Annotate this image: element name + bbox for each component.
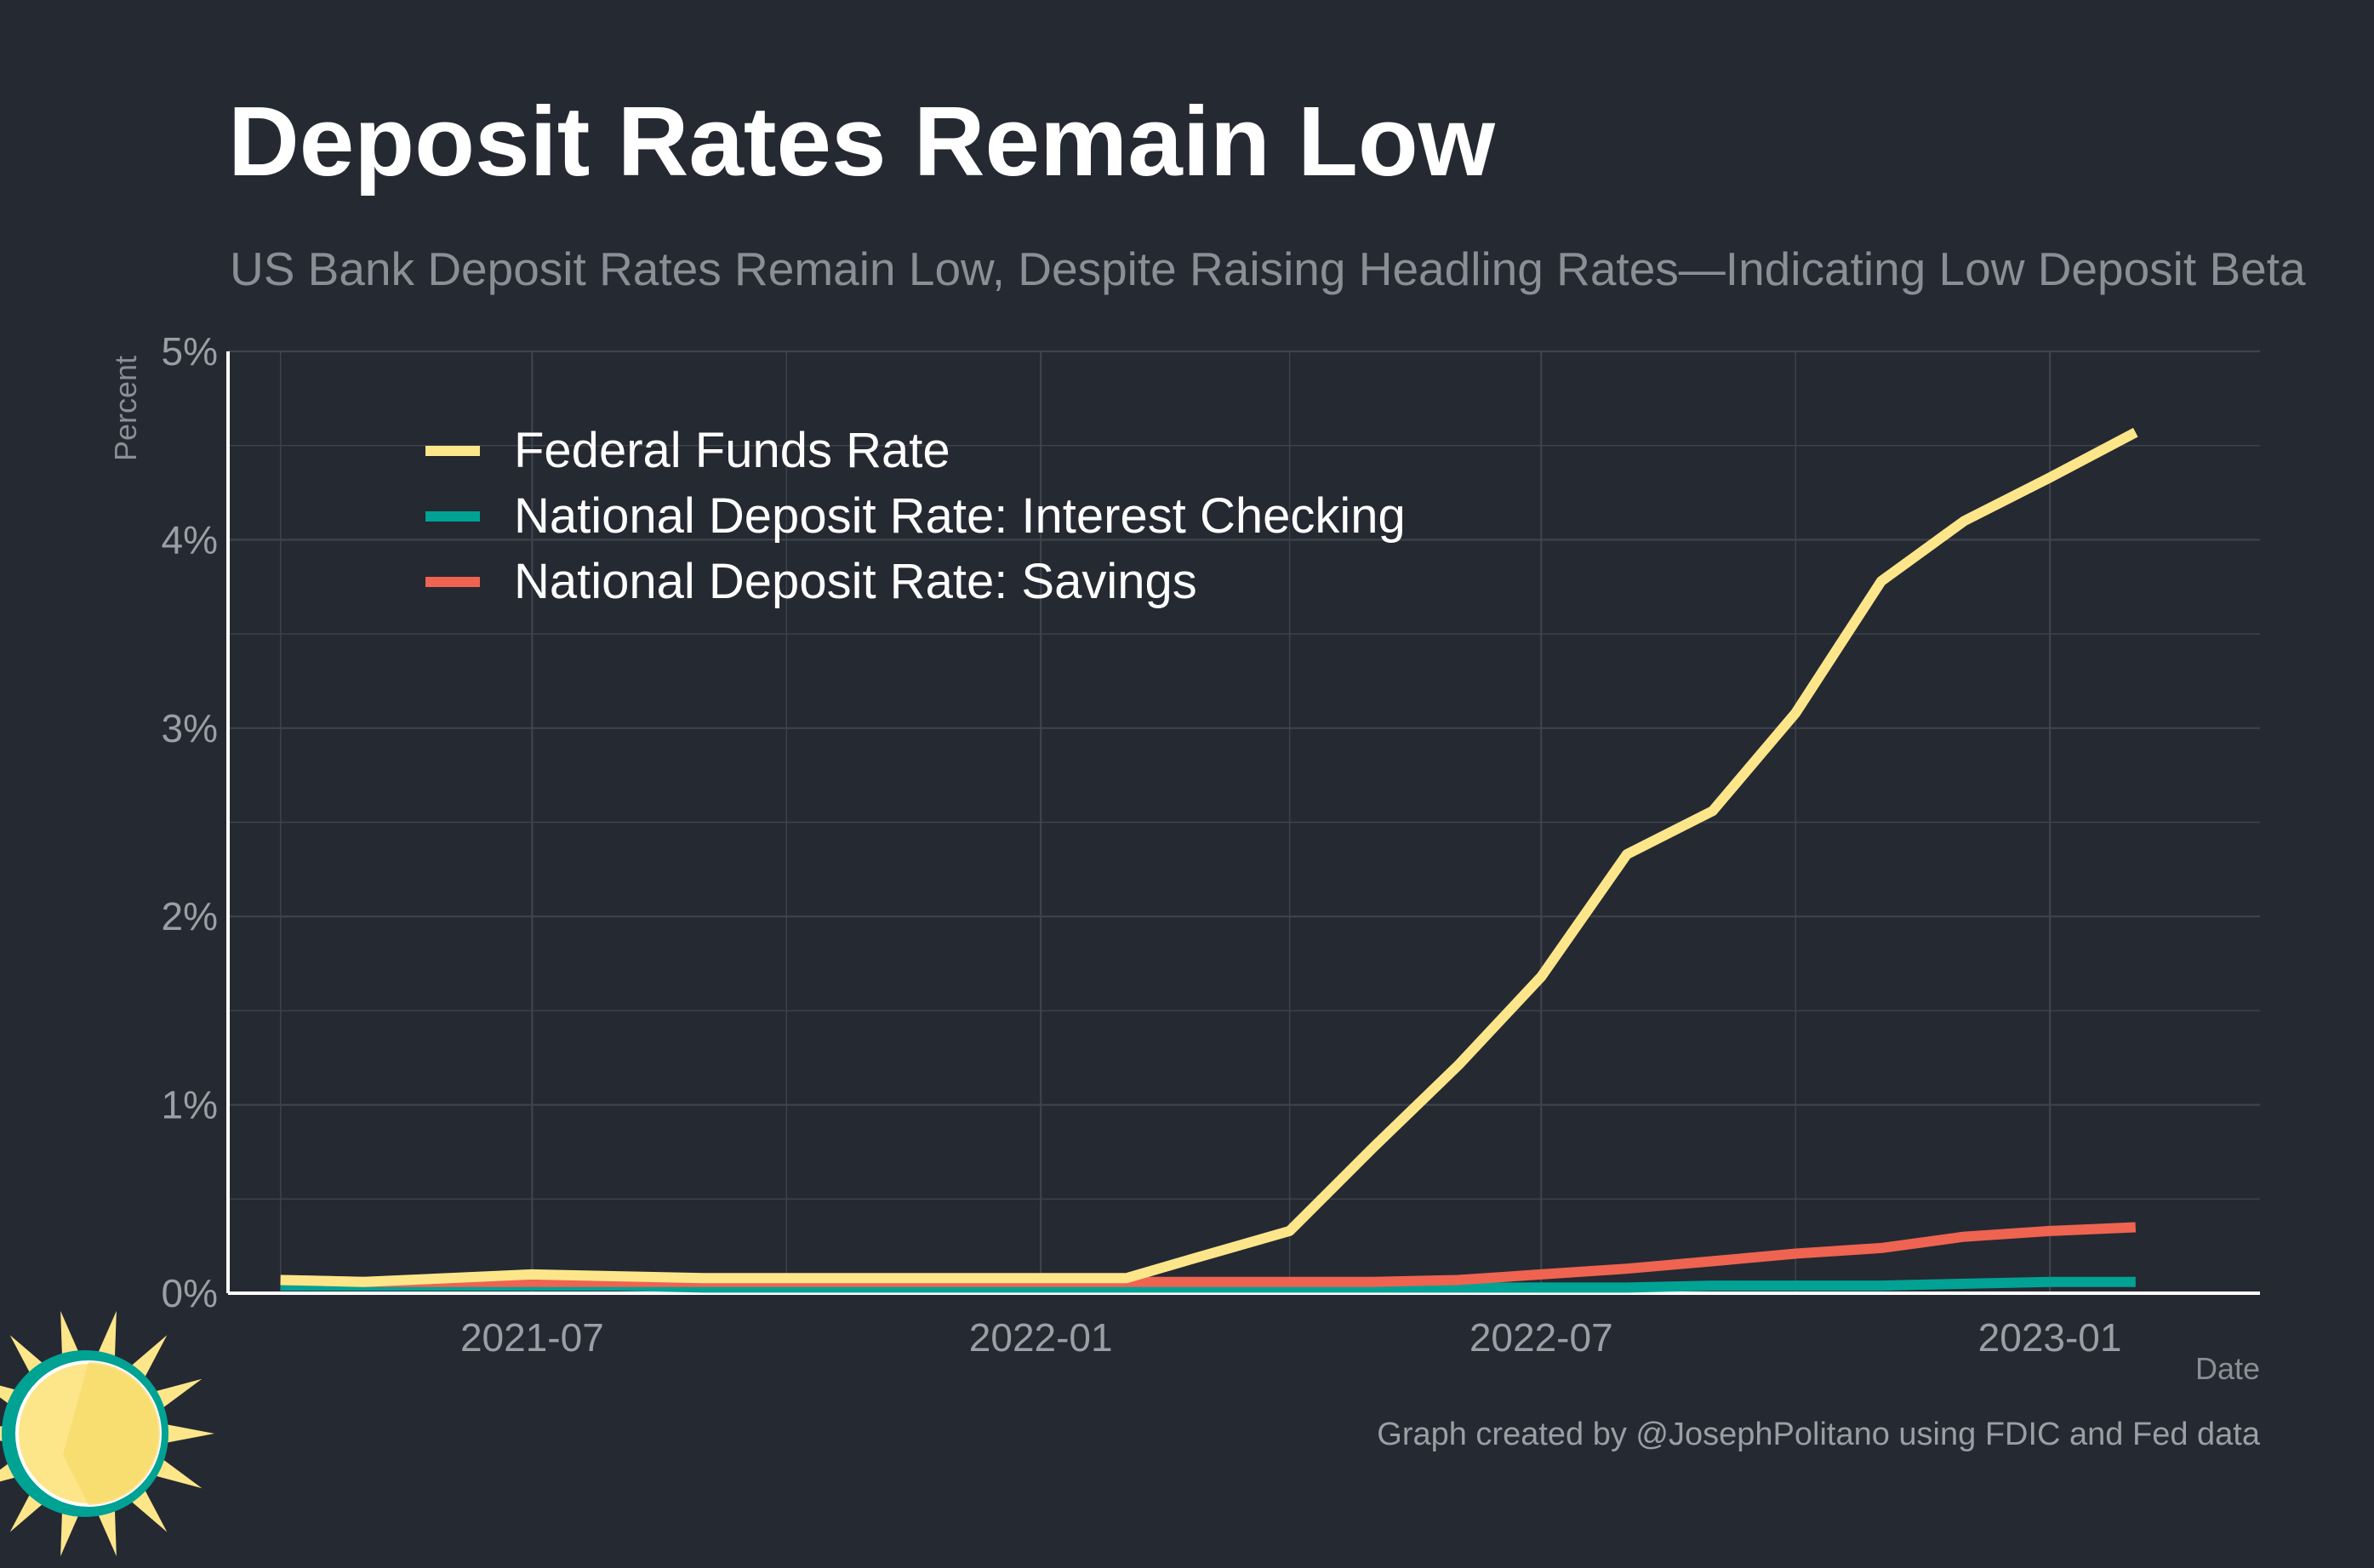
grid-lines bbox=[228, 350, 2260, 1295]
chart-title: Deposit Rates Remain Low bbox=[228, 86, 1495, 197]
y-tick-label: 2% bbox=[162, 894, 218, 938]
y-tick-labels: 0% 1% 2% 3% 4% 5% bbox=[162, 329, 218, 1315]
y-tick-label: 4% bbox=[162, 517, 218, 562]
x-tick-label: 2022-07 bbox=[1469, 1315, 1613, 1360]
legend-label: National Deposit Rate: Interest Checking bbox=[514, 488, 1406, 544]
chart-subtitle: US Bank Deposit Rates Remain Low, Despit… bbox=[230, 243, 2306, 295]
axes bbox=[226, 351, 2260, 1295]
x-tick-label: 2021-07 bbox=[460, 1315, 604, 1360]
x-tick-label: 2023-01 bbox=[1978, 1315, 2122, 1360]
series-line-0 bbox=[280, 427, 2138, 1287]
sun-logo-icon bbox=[0, 1310, 214, 1557]
source-caption: Graph created by @JosephPolitano using F… bbox=[1377, 1417, 2260, 1452]
x-axis-title: Date bbox=[2195, 1351, 2260, 1386]
legend: Federal Funds Rate National Deposit Rate:… bbox=[425, 423, 1406, 609]
series-line-2 bbox=[280, 1222, 2137, 1287]
y-tick-label: 3% bbox=[162, 706, 218, 750]
y-axis-title: Percent bbox=[108, 356, 143, 461]
y-tick-label: 1% bbox=[162, 1083, 218, 1127]
y-tick-label: 0% bbox=[162, 1271, 218, 1315]
x-tick-labels: 2021-07 2022-01 2022-07 2023-01 bbox=[460, 1315, 2122, 1360]
y-tick-label: 5% bbox=[162, 329, 218, 373]
x-tick-label: 2022-01 bbox=[969, 1315, 1113, 1360]
legend-label: Federal Funds Rate bbox=[514, 423, 950, 478]
legend-label: National Deposit Rate: Savings bbox=[514, 554, 1197, 609]
series-lines bbox=[280, 427, 2138, 1293]
sun-ray bbox=[161, 1423, 214, 1444]
